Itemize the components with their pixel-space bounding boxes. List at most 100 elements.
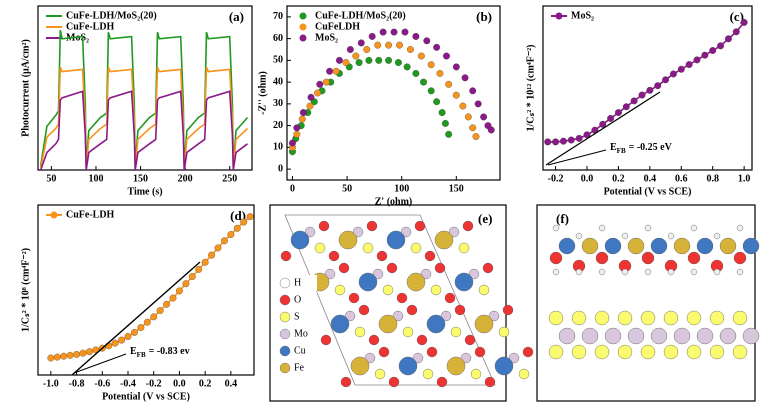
- atom-metal: [604, 237, 622, 255]
- data-point: [246, 213, 254, 221]
- legend-atom: [279, 362, 291, 374]
- atom-metal: [378, 314, 398, 334]
- atom-s: [686, 310, 702, 326]
- data-point: [163, 300, 171, 308]
- chart: 0 50 100 150 0 10 20 30 40 50 60 70 Z' (ohm) -Z'' (oh…: [257, 5, 501, 207]
- data-point: [66, 351, 74, 359]
- atom-o: [406, 304, 418, 316]
- data-point: [599, 120, 607, 128]
- data-point: [85, 348, 93, 356]
- atom-mo: [508, 352, 520, 364]
- atom-h: [598, 224, 606, 232]
- data-point: [452, 91, 460, 99]
- atom-mo: [696, 327, 714, 345]
- atom-metal: [426, 314, 446, 334]
- data-point: [182, 280, 190, 288]
- atom-mo: [352, 226, 364, 238]
- plot-frame: [37, 5, 253, 171]
- data-point: [487, 126, 495, 134]
- atom-s: [663, 310, 679, 326]
- x-tick-label: 1.0: [738, 173, 751, 184]
- atom-mo: [440, 310, 452, 322]
- data-point: [124, 333, 132, 340]
- atom-metal: [290, 230, 310, 250]
- data-point: [118, 336, 126, 344]
- data-point: [240, 218, 248, 226]
- panel-label: (e): [478, 211, 492, 226]
- atom-o: [416, 334, 428, 346]
- data-point: [220, 237, 228, 245]
- legend-label: CuFe-LDH: [66, 209, 115, 220]
- y-tick-label: 30: [273, 98, 283, 109]
- series-line: [50, 215, 251, 359]
- data-point: [289, 139, 296, 147]
- atom-mo: [488, 310, 500, 322]
- legend-label: H: [294, 277, 301, 288]
- data-point: [227, 231, 235, 238]
- x-tick-label: 150: [449, 183, 464, 194]
- data-point: [575, 134, 583, 142]
- atom-o: [733, 251, 747, 265]
- data-point: [396, 41, 403, 49]
- atom-o: [434, 262, 446, 274]
- data-point: [299, 109, 307, 117]
- atom-metal: [742, 237, 760, 255]
- atom-o: [502, 304, 514, 316]
- atom-s: [314, 242, 326, 254]
- data-point: [724, 35, 732, 43]
- atom-s: [709, 310, 725, 326]
- atom-metal: [719, 237, 737, 255]
- data-point: [685, 61, 693, 69]
- data-point: [365, 56, 373, 64]
- annotation-subscript: FB: [617, 147, 626, 155]
- atom-o: [280, 250, 292, 262]
- atom-mo: [468, 268, 480, 280]
- atom-s: [470, 368, 482, 380]
- plot-frame: [37, 204, 255, 376]
- data-point: [472, 133, 480, 140]
- atom-h: [552, 224, 560, 232]
- chart: -0.2 0.0 0.2 0.4 0.6 0.8 1.0 Potential (V vs SC…: [525, 5, 753, 197]
- atom-h: [621, 268, 629, 276]
- atom-s: [732, 310, 748, 326]
- data-point: [630, 97, 638, 105]
- data-point: [412, 33, 420, 40]
- data-point: [326, 67, 334, 75]
- data-point: [60, 352, 68, 360]
- x-tick-label: 50: [342, 183, 352, 194]
- atom-h: [736, 268, 744, 276]
- x-tick-label: 100: [394, 183, 409, 194]
- atom-metal: [558, 237, 576, 255]
- legend-label: Fe: [294, 362, 305, 373]
- legend-atom: [279, 345, 291, 357]
- annotation-symbol: E: [610, 142, 617, 153]
- data-point: [385, 56, 393, 64]
- atom-metal: [398, 356, 418, 376]
- plot-frame: [542, 5, 753, 171]
- legend-label: CuFeLDH: [315, 21, 360, 32]
- legend-label: CuFe-LDH: [66, 21, 115, 32]
- atom-h: [713, 232, 721, 240]
- atom-o: [396, 292, 408, 304]
- atom-o: [348, 292, 360, 304]
- atom-o: [687, 251, 701, 265]
- atom-o: [454, 304, 466, 316]
- atom-metal: [627, 237, 645, 255]
- atom-o: [366, 220, 378, 232]
- data-point: [433, 98, 441, 106]
- x-tick-label: 0: [290, 183, 295, 194]
- atom-s: [571, 344, 587, 360]
- x-tick-label: -0.4: [120, 378, 136, 389]
- y-tick-label: 40: [273, 76, 283, 87]
- y-tick-label: 70: [273, 11, 283, 22]
- data-point: [740, 18, 748, 26]
- legend-atom: [279, 311, 291, 323]
- data-point: [459, 102, 467, 110]
- data-point: [433, 43, 441, 51]
- atom-o: [388, 376, 400, 388]
- data-point: [379, 28, 387, 36]
- data-point: [552, 138, 560, 146]
- atom-mo: [400, 226, 412, 238]
- data-point: [559, 137, 567, 145]
- atom-s: [382, 284, 394, 296]
